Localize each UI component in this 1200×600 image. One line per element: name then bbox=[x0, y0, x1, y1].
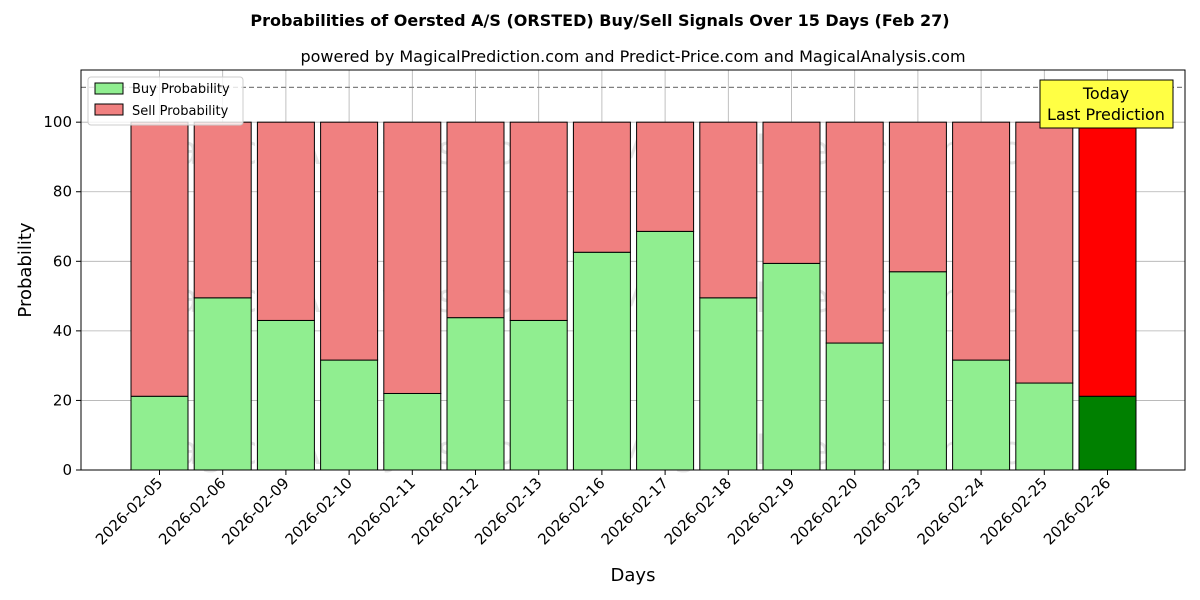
legend-box bbox=[87, 76, 244, 126]
bar-sell bbox=[699, 121, 758, 299]
x-tick-label: 2026-02-19 bbox=[724, 474, 798, 548]
bar-buy bbox=[130, 395, 189, 471]
y-tick-label: 100 bbox=[43, 113, 72, 131]
bar-buy bbox=[699, 297, 758, 471]
legend-swatch-buy bbox=[94, 82, 124, 95]
bars bbox=[130, 121, 1137, 471]
y-tick-label: 60 bbox=[53, 252, 72, 270]
legend-label-sell: Sell Probability bbox=[132, 104, 229, 119]
bar-sell bbox=[888, 121, 947, 273]
legend-label-buy: Buy Probability bbox=[132, 82, 230, 97]
x-tick-label: 2026-02-13 bbox=[471, 474, 545, 548]
legend-swatch-sell bbox=[94, 103, 124, 116]
x-tick-label: 2026-02-25 bbox=[977, 474, 1051, 548]
annotation-box bbox=[1039, 79, 1174, 129]
bar-sell bbox=[952, 121, 1011, 361]
bar-buy bbox=[446, 317, 505, 471]
annotation-line-1: Today bbox=[1082, 84, 1129, 103]
bar-sell bbox=[825, 121, 884, 344]
bar-buy bbox=[383, 392, 442, 471]
x-tick-label: 2026-02-18 bbox=[661, 474, 735, 548]
bar-buy bbox=[825, 342, 884, 471]
y-axis-label: Probability bbox=[15, 222, 36, 317]
chart-subtitle: powered by MagicalPrediction.com and Pre… bbox=[300, 47, 965, 66]
bar-buy bbox=[1015, 382, 1074, 471]
x-tick-label: 2026-02-24 bbox=[914, 474, 988, 548]
bar-buy bbox=[762, 262, 821, 471]
bar-buy bbox=[572, 251, 631, 471]
bar-sell bbox=[383, 121, 442, 394]
x-tick-label: 2026-02-17 bbox=[598, 474, 672, 548]
bar-sell bbox=[1078, 121, 1137, 397]
annotation-line-2: Last Prediction bbox=[1047, 105, 1165, 124]
chart-title: Probabilities of Oersted A/S (ORSTED) Bu… bbox=[250, 11, 949, 30]
x-tick-label: 2026-02-26 bbox=[1040, 474, 1114, 548]
bar-sell bbox=[193, 121, 252, 299]
bar-sell bbox=[762, 121, 821, 264]
bar-sell bbox=[509, 121, 568, 321]
bar-buy bbox=[952, 359, 1011, 471]
bar-buy bbox=[256, 319, 315, 471]
bar-buy bbox=[1078, 395, 1137, 471]
y-tick-label: 40 bbox=[53, 322, 72, 340]
bar-sell bbox=[636, 121, 695, 232]
legend: Buy Probability Sell Probability bbox=[87, 76, 244, 126]
x-tick-label: 2026-02-05 bbox=[92, 474, 166, 548]
x-tick-label: 2026-02-20 bbox=[787, 474, 861, 548]
x-tick-label: 2026-02-11 bbox=[345, 474, 419, 548]
x-tick-label: 2026-02-23 bbox=[850, 474, 924, 548]
x-tick-label: 2026-02-10 bbox=[282, 474, 356, 548]
bar-sell bbox=[1015, 121, 1074, 384]
y-tick-label: 20 bbox=[53, 391, 72, 409]
y-tick-label: 0 bbox=[62, 461, 72, 479]
bar-buy bbox=[636, 230, 695, 471]
x-tick-label: 2026-02-12 bbox=[408, 474, 482, 548]
bar-sell bbox=[130, 121, 189, 397]
bar-buy bbox=[509, 319, 568, 471]
bar-buy bbox=[320, 359, 379, 471]
today-annotation: Today Last Prediction bbox=[1039, 79, 1174, 129]
bar-buy bbox=[888, 271, 947, 471]
bar-sell bbox=[446, 121, 505, 319]
x-axis-label: Days bbox=[611, 565, 656, 586]
x-tick-label: 2026-02-16 bbox=[534, 474, 608, 548]
x-tick-label: 2026-02-06 bbox=[155, 474, 229, 548]
bar-buy bbox=[193, 297, 252, 471]
bar-sell bbox=[320, 121, 379, 361]
bar-sell bbox=[256, 121, 315, 321]
y-tick-label: 80 bbox=[53, 183, 72, 201]
bar-sell bbox=[572, 121, 631, 253]
x-tick-label: 2026-02-09 bbox=[218, 474, 292, 548]
plot-frame bbox=[80, 69, 1186, 471]
